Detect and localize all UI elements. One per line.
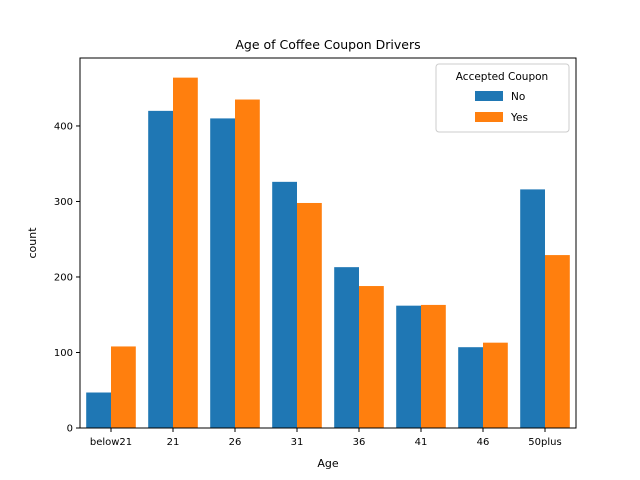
x-tick-label-below21: below21 <box>90 437 132 448</box>
bar-no-31 <box>272 181 297 428</box>
bar-no-26 <box>210 118 235 428</box>
y-axis-label: count <box>26 227 39 259</box>
bar-no-36 <box>334 267 359 428</box>
plot-frame <box>79 57 577 429</box>
bar-yes-26 <box>235 99 260 428</box>
legend-swatch-yes <box>475 112 503 122</box>
y-tick-label-100: 100 <box>54 348 73 359</box>
y-tick-label-0: 0 <box>67 424 73 435</box>
y-tick-label-200: 200 <box>54 272 73 283</box>
legend-title: Accepted Coupon <box>456 71 548 83</box>
x-tick-label-26: 26 <box>229 437 242 448</box>
x-tick-label-21: 21 <box>167 437 180 448</box>
y-tick-label-400: 400 <box>54 121 73 132</box>
y-axis: 0 100 200 300 400 <box>54 121 80 435</box>
bar-yes-41 <box>421 304 446 428</box>
legend-swatch-no <box>475 91 503 101</box>
bar-no-41 <box>396 305 421 428</box>
bar-no-50plus <box>520 189 545 428</box>
x-axis-label: Age <box>317 457 339 470</box>
x-tick-label-31: 31 <box>291 437 304 448</box>
chart-title: Age of Coffee Coupon Drivers <box>235 37 420 52</box>
bar-no-21 <box>148 110 173 429</box>
bar-no-below21 <box>86 392 111 428</box>
y-tick-label-300: 300 <box>54 197 73 208</box>
bar-yes-31 <box>297 202 322 428</box>
bar-yes-21 <box>173 77 198 428</box>
bars-group <box>86 77 570 429</box>
bar-no-46 <box>458 347 483 428</box>
x-tick-label-36: 36 <box>353 437 366 448</box>
bar-yes-46 <box>483 342 508 428</box>
x-tick-label-46: 46 <box>477 437 490 448</box>
x-axis: below21 21 26 31 36 41 46 50plus <box>90 428 562 448</box>
bar-yes-50plus <box>545 255 570 428</box>
legend-label-no: No <box>511 91 525 103</box>
bar-yes-36 <box>359 286 384 428</box>
legend: Accepted Coupon No Yes <box>435 63 570 133</box>
bar-yes-below21 <box>111 346 136 428</box>
legend-label-yes: Yes <box>510 112 528 124</box>
x-tick-label-50plus: 50plus <box>528 437 561 448</box>
x-tick-label-41: 41 <box>415 437 428 448</box>
